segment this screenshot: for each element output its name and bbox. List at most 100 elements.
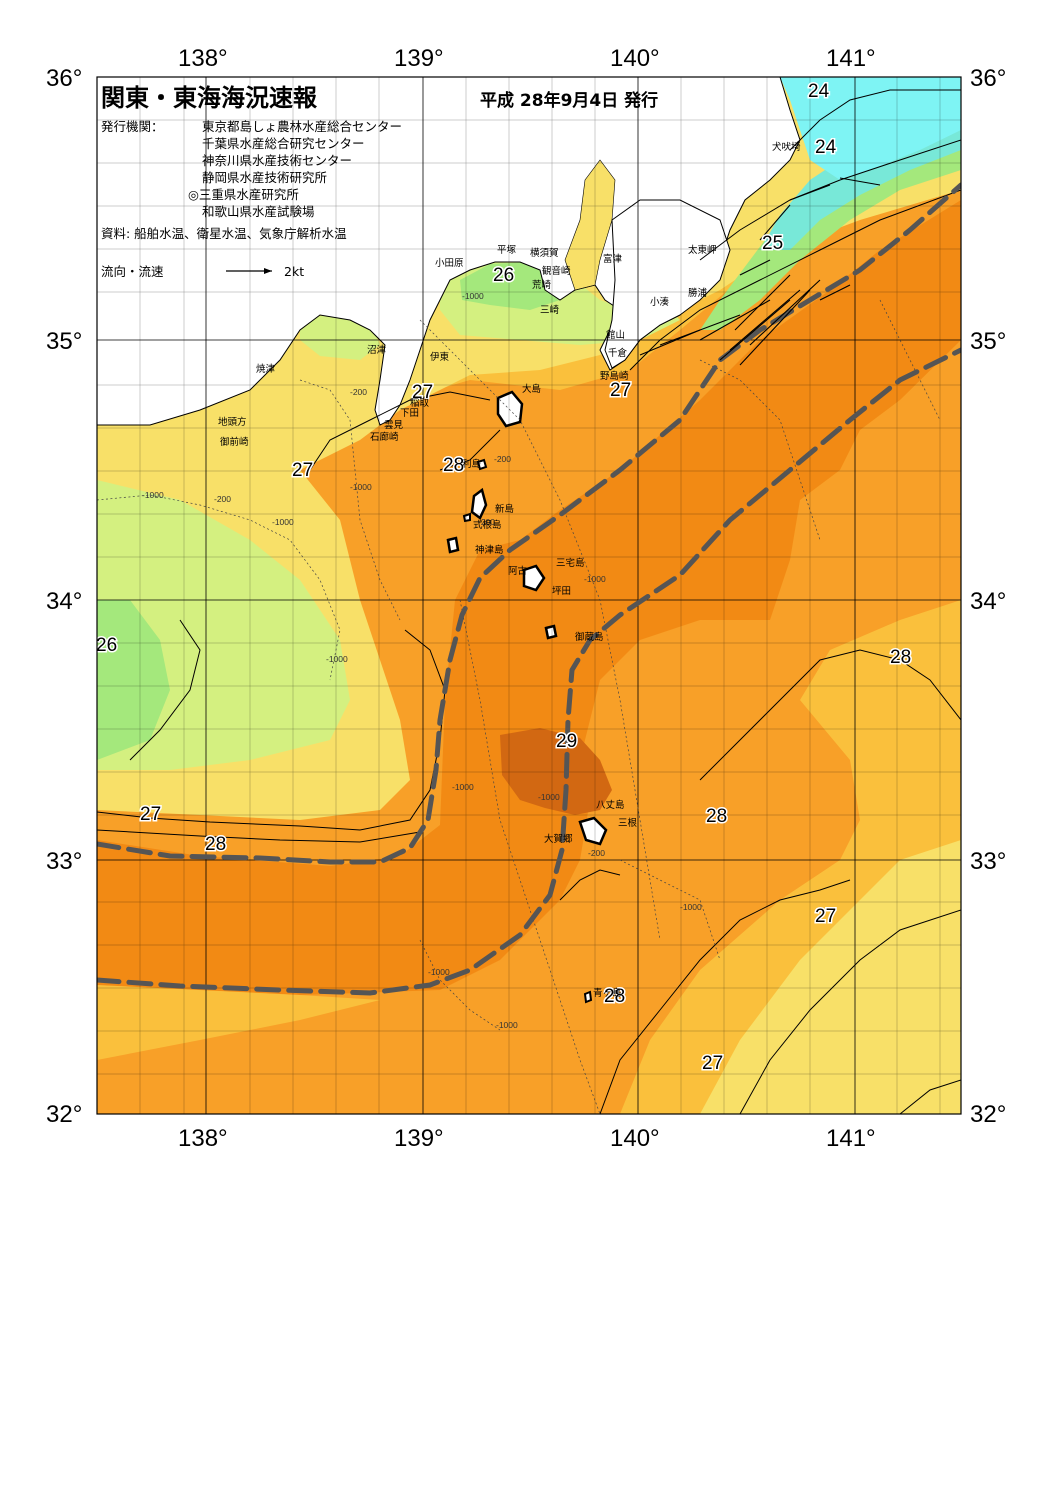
depth-label: -1000: [350, 482, 372, 492]
lon-label: 140°: [610, 45, 660, 72]
place-label: 勝浦: [688, 287, 708, 299]
island-niijima: [470, 487, 488, 520]
depth-label: -1000: [538, 792, 560, 802]
tokyo-bay: [564, 159, 616, 291]
issuer-line: 和歌山県水産試験場: [202, 204, 315, 219]
depth-label: -200: [494, 454, 511, 464]
temperature-labels: 24 24 25 26 27 27 28 27 26 28 29 27 28 2…: [96, 80, 913, 1076]
lat-label: 33°: [46, 848, 82, 875]
depth-label: -200: [350, 387, 367, 397]
latitude-labels-left: 36° 35° 34° 33° 32°: [46, 65, 82, 1128]
depth-labels: -1000 -200 -1000 -200 -1000 -1000 -200 -…: [142, 291, 702, 1030]
temp-label: 29: [556, 731, 577, 752]
temp-label: 27: [140, 804, 161, 825]
lon-label: 141°: [826, 45, 876, 72]
depth-label: -1000: [142, 490, 164, 500]
issuer-block: 発行機関： 東京都島しょ農林水産総合センター 千葉県水産総合研究センター 神奈川…: [101, 119, 402, 241]
lat-label: 35°: [970, 328, 1006, 355]
place-label: 大島: [522, 383, 541, 395]
flow-legend-label: 流向・流速: [101, 264, 164, 279]
issuer-line: ◎三重県水産研究所: [188, 187, 299, 202]
temp-label: 28: [443, 455, 464, 476]
current-vectors: [639, 177, 881, 366]
temp-label: 28: [205, 834, 226, 855]
depth-label: -200: [478, 517, 495, 527]
lat-label: 34°: [46, 588, 82, 615]
island-aogashima: [583, 990, 593, 1004]
place-label: 館山: [606, 329, 625, 341]
temp-label: 28: [890, 647, 911, 668]
depth-label: -1000: [462, 291, 484, 301]
place-label: 八丈島: [596, 799, 625, 811]
place-label: 観音崎: [542, 265, 571, 277]
place-label: 野島崎: [600, 370, 629, 382]
island-kozushima: [446, 536, 460, 554]
depth-label: -1000: [680, 902, 702, 912]
temp-label: 24: [808, 81, 830, 102]
lat-label: 34°: [970, 588, 1006, 615]
place-label: 小湊: [650, 296, 670, 308]
island-oshima: [496, 390, 524, 428]
place-label: 下田: [400, 408, 419, 419]
depth-label: -1000: [272, 517, 294, 527]
sea-28-5-band: [97, 200, 961, 995]
lon-label: 138°: [178, 1125, 228, 1152]
isotherms: [97, 89, 961, 1114]
lon-label: 139°: [394, 1125, 444, 1152]
lat-label: 36°: [970, 65, 1006, 92]
lat-label: 32°: [46, 1101, 82, 1128]
depth-contours: [97, 299, 941, 1114]
place-label: 石廊崎: [370, 431, 399, 443]
lon-label: 140°: [610, 1125, 660, 1152]
place-label: 神津島: [475, 544, 504, 556]
issuer-line: 静岡県水産技術研究所: [202, 170, 327, 185]
place-label: 御蔵島: [575, 631, 604, 643]
depth-label: -1000: [496, 1020, 518, 1030]
lat-label: 36°: [46, 65, 82, 92]
sea-29-patch: [500, 728, 612, 815]
depth-label: -1000: [326, 654, 348, 664]
flow-legend-unit: 2kt: [284, 264, 304, 279]
temp-label: 26: [96, 635, 117, 656]
issuer-line: 東京都島しょ農林水産総合センター: [202, 119, 402, 134]
place-label: 三崎: [540, 304, 560, 316]
sea-25-sagami: [460, 262, 560, 310]
latitude-labels-right: 36° 35° 34° 33° 32°: [970, 65, 1006, 1128]
place-label: 荒崎: [532, 279, 552, 291]
place-label: 大賀郷: [544, 833, 573, 845]
island-hachijojima: [578, 816, 608, 846]
map-title: 関東・東海海況速報: [101, 84, 318, 112]
place-label: 青ヶ島: [593, 987, 622, 999]
place-label: 三根: [618, 817, 638, 829]
depth-label: -1000: [452, 782, 474, 792]
place-label: 式根島: [473, 519, 502, 531]
island-mikurajima: [544, 624, 558, 640]
island-miyakejima: [522, 564, 546, 592]
island-shikinejima: [462, 512, 471, 523]
issue-date: 平成 28年9月4日 発行: [480, 90, 658, 111]
place-label: 太東岬: [688, 244, 717, 256]
place-label: 千倉: [608, 347, 628, 359]
temp-label: 25: [762, 233, 783, 254]
lat-label: 35°: [46, 328, 82, 355]
place-label: 稲取: [410, 397, 430, 409]
longitude-labels-bottom: 138° 139° 140° 141°: [178, 1125, 876, 1152]
island-toshima: [476, 458, 488, 471]
place-label: 御前崎: [220, 436, 249, 448]
place-label: 利島: [462, 458, 481, 470]
place-label: 横須賀: [530, 247, 559, 259]
place-label: 富津: [603, 253, 623, 265]
issuer-line: 神奈川県水産技術センター: [202, 153, 352, 168]
land-boso: [604, 199, 731, 369]
place-label: 新島: [495, 503, 514, 515]
sea-27-southeast: [700, 840, 961, 1114]
temp-label: 27: [412, 382, 433, 403]
place-label: 三宅島: [556, 557, 585, 569]
temp-label: 26: [493, 265, 514, 286]
place-names: 犬吠埼 太東岬 勝浦 小湊 館山 千倉 野島崎 富津 横須賀 観音崎 平塚 小田…: [218, 141, 801, 999]
map-area: 24 24 25 26 27 27 28 27 26 28 29 27 28 2…: [96, 77, 961, 1114]
temp-label: 27: [815, 906, 836, 927]
sea-25-west: [97, 600, 170, 760]
lon-label: 141°: [826, 1125, 876, 1152]
